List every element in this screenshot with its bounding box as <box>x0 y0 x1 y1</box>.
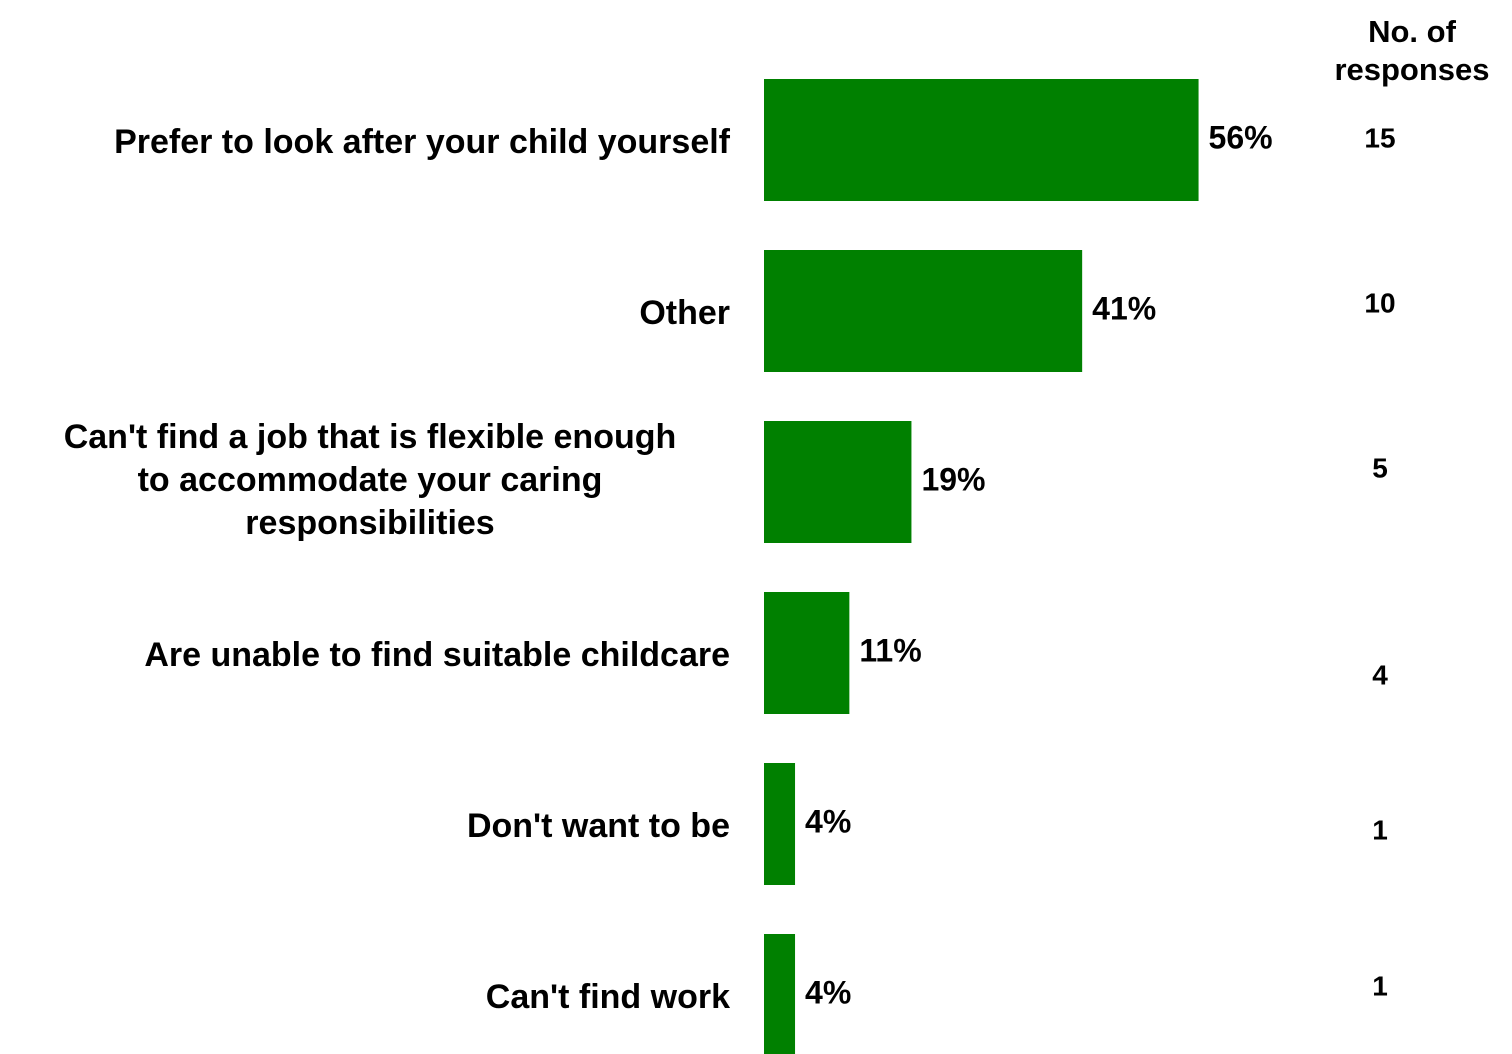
response-counts: 15 10 5 4 1 1 <box>1364 122 1395 1001</box>
bar <box>764 592 850 714</box>
bar <box>764 763 796 885</box>
category-labels: Prefer to look after your child yourself… <box>64 123 731 1016</box>
response-count: 1 <box>1372 970 1388 1001</box>
value-label: 19% <box>921 461 985 497</box>
bar <box>764 79 1199 201</box>
category-label: Other <box>639 294 730 332</box>
bars <box>764 79 1199 1054</box>
value-label: 11% <box>859 632 921 668</box>
category-label: Prefer to look after your child yourself <box>114 123 731 161</box>
value-label: 4% <box>805 974 851 1010</box>
value-label: 41% <box>1092 290 1156 326</box>
response-count: 15 <box>1364 122 1395 153</box>
category-label: to accommodate your caring <box>138 461 603 499</box>
value-label: 4% <box>805 803 851 839</box>
bar <box>764 250 1083 372</box>
response-count: 4 <box>1372 659 1388 690</box>
response-count: 10 <box>1364 287 1395 318</box>
responses-header-line: responses <box>1334 52 1489 87</box>
responses-header-line: No. of <box>1368 14 1456 49</box>
bar <box>764 934 796 1054</box>
category-label: Can't find a job that is flexible enough <box>64 418 677 456</box>
category-label: Can't find work <box>486 978 730 1016</box>
value-label: 56% <box>1209 119 1273 155</box>
category-label: Don't want to be <box>467 807 730 845</box>
category-label: Are unable to find suitable childcare <box>144 636 730 674</box>
response-count: 5 <box>1372 452 1388 483</box>
value-labels: 56% 41% 19% 11% 4% 4% <box>805 119 1273 1010</box>
category-label: responsibilities <box>245 504 494 542</box>
bar <box>764 421 912 543</box>
response-count: 1 <box>1372 814 1388 845</box>
